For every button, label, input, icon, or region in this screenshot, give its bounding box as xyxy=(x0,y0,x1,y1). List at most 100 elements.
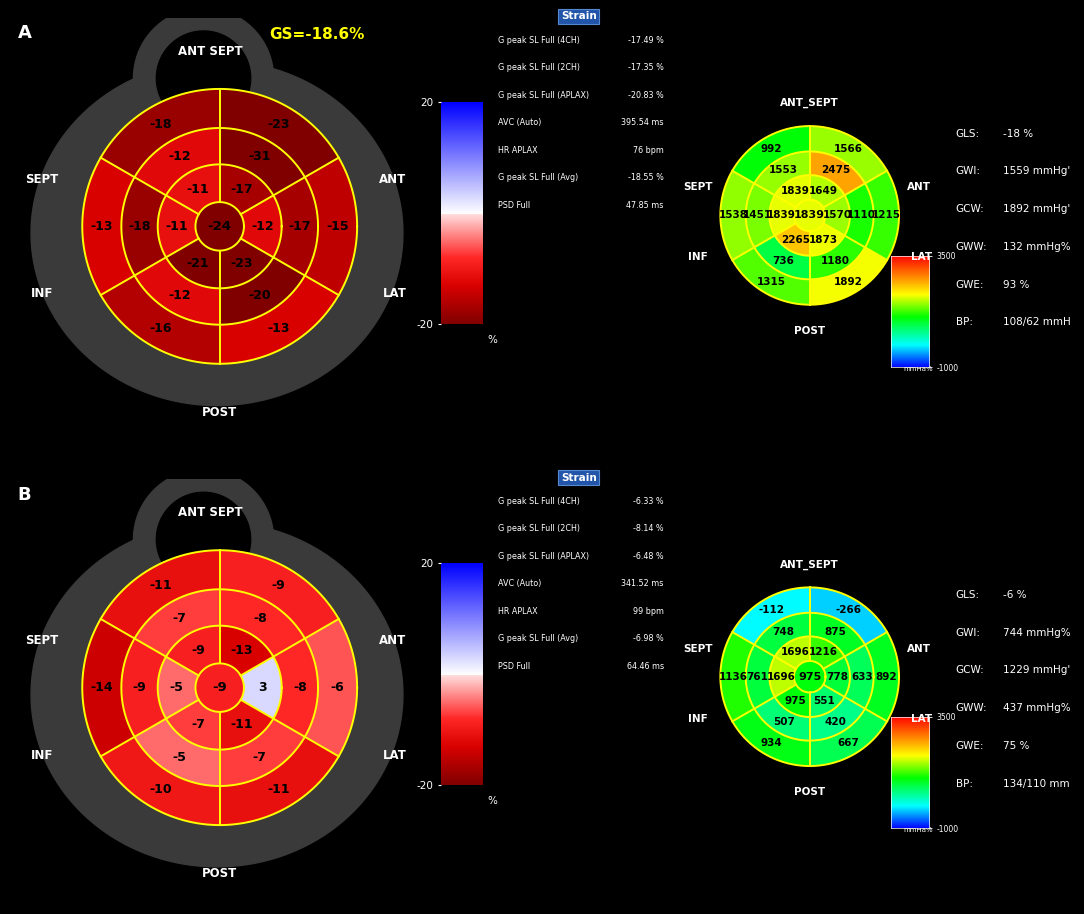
Text: LAT: LAT xyxy=(383,287,406,300)
Wedge shape xyxy=(134,258,220,324)
Wedge shape xyxy=(844,644,874,708)
Text: Strain: Strain xyxy=(560,473,596,483)
Text: G peak SL Full (APLAX): G peak SL Full (APLAX) xyxy=(499,552,590,561)
Text: -9: -9 xyxy=(191,643,205,657)
Text: 892: 892 xyxy=(876,672,898,682)
Wedge shape xyxy=(754,612,810,656)
Text: 507: 507 xyxy=(773,717,795,727)
Text: -9: -9 xyxy=(212,681,227,694)
Wedge shape xyxy=(134,590,220,656)
Wedge shape xyxy=(220,128,305,196)
Wedge shape xyxy=(220,737,338,825)
Text: -11: -11 xyxy=(165,220,188,233)
Wedge shape xyxy=(305,157,357,295)
Text: GCW:: GCW: xyxy=(956,665,984,675)
Wedge shape xyxy=(775,223,810,256)
Text: -15: -15 xyxy=(326,220,349,233)
Text: 1839: 1839 xyxy=(782,186,810,197)
Text: 47.85 ms: 47.85 ms xyxy=(627,201,663,209)
Text: -23: -23 xyxy=(268,118,289,131)
Wedge shape xyxy=(810,175,844,207)
Text: -11: -11 xyxy=(186,183,209,196)
Text: 551: 551 xyxy=(813,696,835,706)
Text: -18.55 %: -18.55 % xyxy=(628,173,663,182)
Text: -17: -17 xyxy=(230,183,253,196)
Text: 99 bpm: 99 bpm xyxy=(633,607,663,616)
Wedge shape xyxy=(810,152,865,196)
Text: -13: -13 xyxy=(91,220,113,233)
Text: 1570: 1570 xyxy=(823,210,852,220)
Wedge shape xyxy=(810,236,865,280)
Text: -6.48 %: -6.48 % xyxy=(633,552,663,561)
Wedge shape xyxy=(166,700,220,749)
Wedge shape xyxy=(220,718,305,786)
Text: B: B xyxy=(17,485,31,504)
Wedge shape xyxy=(121,177,166,275)
Text: 437 mmHg%: 437 mmHg% xyxy=(1004,703,1071,713)
Text: -16: -16 xyxy=(150,322,172,335)
Text: POST: POST xyxy=(202,406,237,419)
Wedge shape xyxy=(746,184,775,248)
Text: -9: -9 xyxy=(132,681,146,694)
Text: G peak SL Full (4CH): G peak SL Full (4CH) xyxy=(499,497,580,506)
Text: GLS:: GLS: xyxy=(956,590,980,600)
Wedge shape xyxy=(157,196,198,258)
Wedge shape xyxy=(865,632,899,721)
Text: -11: -11 xyxy=(230,718,253,731)
Text: 1136: 1136 xyxy=(719,672,748,682)
Wedge shape xyxy=(775,175,810,207)
Polygon shape xyxy=(156,31,250,125)
Text: G peak SL Full (Avg): G peak SL Full (Avg) xyxy=(499,173,579,182)
Text: 1892: 1892 xyxy=(834,277,863,287)
Wedge shape xyxy=(134,718,220,786)
Text: INF: INF xyxy=(687,714,708,724)
Text: LAT: LAT xyxy=(912,714,932,724)
Text: PSD Full: PSD Full xyxy=(499,662,530,671)
Text: 778: 778 xyxy=(827,672,849,682)
Text: 134/110 mm: 134/110 mm xyxy=(1004,779,1070,789)
Polygon shape xyxy=(133,8,273,148)
Wedge shape xyxy=(721,171,754,260)
Text: 3: 3 xyxy=(258,681,267,694)
Text: 1215: 1215 xyxy=(872,210,901,220)
Text: -10: -10 xyxy=(150,783,172,796)
Text: G peak SL Full (2CH): G peak SL Full (2CH) xyxy=(499,63,580,72)
Text: 875: 875 xyxy=(825,627,847,636)
Wedge shape xyxy=(810,708,887,766)
Wedge shape xyxy=(157,656,198,718)
Text: 934: 934 xyxy=(761,739,783,748)
Text: ANT SEPT: ANT SEPT xyxy=(178,45,243,58)
Text: ANT: ANT xyxy=(907,643,931,654)
Text: SEPT: SEPT xyxy=(25,634,59,647)
Wedge shape xyxy=(775,685,810,717)
Wedge shape xyxy=(770,656,796,696)
Text: 748: 748 xyxy=(773,627,795,636)
Text: SEPT: SEPT xyxy=(25,173,59,186)
Text: LAT: LAT xyxy=(383,749,406,761)
Text: -8: -8 xyxy=(253,611,267,625)
Text: 93 %: 93 % xyxy=(1004,280,1030,290)
Text: Strain: Strain xyxy=(560,11,596,21)
Wedge shape xyxy=(220,590,305,656)
Wedge shape xyxy=(220,626,273,675)
Text: mmHa%: mmHa% xyxy=(904,827,933,833)
Text: 1180: 1180 xyxy=(822,256,850,266)
Text: -6.33 %: -6.33 % xyxy=(633,497,663,506)
Text: 1538: 1538 xyxy=(719,210,748,220)
Text: ANT: ANT xyxy=(907,183,931,192)
Text: 1873: 1873 xyxy=(809,235,838,245)
Wedge shape xyxy=(220,275,338,364)
Text: -18: -18 xyxy=(128,220,151,233)
Text: 395.54 ms: 395.54 ms xyxy=(621,118,663,127)
Text: 1553: 1553 xyxy=(770,165,798,175)
Text: -14: -14 xyxy=(90,681,113,694)
Wedge shape xyxy=(220,700,273,749)
Text: AVC (Auto): AVC (Auto) xyxy=(499,118,542,127)
Text: INF: INF xyxy=(30,749,53,761)
Text: -17.49 %: -17.49 % xyxy=(628,36,663,45)
Text: 1110: 1110 xyxy=(848,210,876,220)
Wedge shape xyxy=(721,632,754,721)
Wedge shape xyxy=(775,636,810,669)
Wedge shape xyxy=(844,184,874,248)
Text: ANT_SEPT: ANT_SEPT xyxy=(780,98,839,109)
